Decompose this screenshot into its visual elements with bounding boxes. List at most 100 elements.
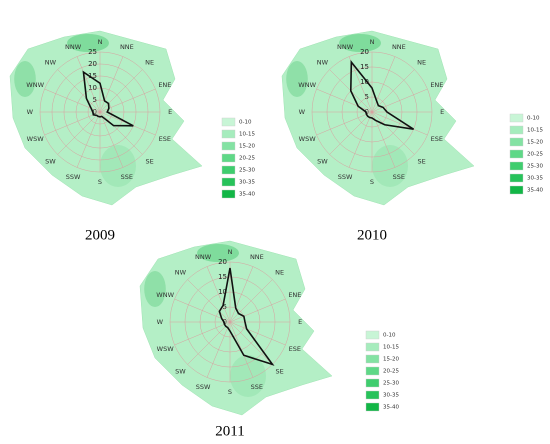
- direction-label: NW: [175, 268, 187, 276]
- r-tick-label: 10: [360, 78, 369, 86]
- legend-label: 25-30: [239, 168, 255, 174]
- spoke: [187, 321, 231, 365]
- legend-label: 10-15: [527, 128, 543, 134]
- spoke: [76, 56, 101, 113]
- radar-line: [349, 59, 415, 131]
- radar-line: [218, 267, 275, 366]
- legend-label: 30-35: [383, 393, 399, 399]
- legend-swatch: [221, 177, 236, 187]
- direction-label: SSW: [66, 173, 81, 181]
- legend-label: 25-30: [527, 164, 543, 170]
- r-tick-label: 20: [88, 60, 97, 68]
- spoke: [99, 111, 124, 168]
- legend-swatch: [221, 117, 236, 127]
- legend-swatch: [221, 165, 236, 175]
- r-tick-label: 10: [88, 84, 97, 92]
- direction-label: S: [228, 388, 232, 396]
- legend-label: 0-10: [383, 333, 396, 339]
- direction-label: E: [298, 318, 302, 326]
- legend-swatch: [365, 354, 380, 364]
- spoke: [348, 111, 373, 168]
- direction-label: SE: [146, 158, 154, 166]
- radar-panel: 05101520NNNENEENEEESESESSESSSWSWWSWWWNWN…: [139, 240, 399, 439]
- legend-label: 0-10: [527, 116, 540, 122]
- direction-label: W: [27, 108, 34, 116]
- direction-label: NNE: [392, 43, 406, 51]
- r-tick-label: 20: [360, 48, 369, 56]
- direction-label: E: [440, 108, 444, 116]
- spoke: [371, 111, 415, 155]
- legend-swatch: [221, 141, 236, 151]
- direction-label: NW: [45, 58, 57, 66]
- legend-swatch: [365, 366, 380, 376]
- r-tick-label: 10: [218, 288, 227, 296]
- map-patch: [197, 244, 239, 262]
- spoke: [229, 321, 273, 365]
- direction-label: ESE: [431, 135, 443, 143]
- direction-label: N: [370, 38, 375, 46]
- legend-swatch: [221, 129, 236, 139]
- r-tick-label: 5: [365, 93, 369, 101]
- r-tick-label: 20: [218, 258, 227, 266]
- caption: 2010: [357, 227, 387, 243]
- radar-line: [82, 70, 134, 127]
- direction-label: SE: [276, 368, 284, 376]
- direction-label: E: [168, 108, 172, 116]
- legend-label: 0-10: [239, 120, 252, 126]
- direction-label: ENE: [430, 81, 443, 89]
- spoke: [229, 298, 286, 323]
- spoke: [316, 111, 373, 136]
- spoke: [229, 321, 286, 346]
- legend-swatch: [365, 330, 380, 340]
- spoke: [348, 56, 373, 113]
- spoke: [229, 266, 254, 323]
- spoke: [174, 321, 231, 346]
- spoke: [371, 111, 428, 136]
- direction-label: NNW: [195, 253, 212, 261]
- spoke: [57, 111, 101, 155]
- direction-label: WSW: [157, 345, 175, 353]
- direction-label: SW: [45, 158, 56, 166]
- direction-label: SSE: [393, 173, 405, 181]
- map-patch: [230, 355, 266, 397]
- spoke: [76, 111, 101, 168]
- direction-label: NE: [417, 58, 426, 66]
- map-patch: [100, 145, 136, 187]
- direction-label: WSW: [299, 135, 317, 143]
- direction-label: SW: [175, 368, 186, 376]
- legend-label: 15-20: [383, 357, 399, 363]
- legend-swatch: [365, 378, 380, 388]
- legend-swatch: [365, 402, 380, 412]
- radar-panel: 05101520NNNENEENEEESESESSESSSWSWWSWWWNWN…: [281, 30, 543, 243]
- direction-label: S: [370, 178, 374, 186]
- spoke: [229, 279, 273, 323]
- direction-label: W: [157, 318, 164, 326]
- direction-label: NNW: [337, 43, 354, 51]
- legend-label: 20-25: [383, 369, 399, 375]
- direction-label: NNE: [120, 43, 134, 51]
- direction-label: NE: [145, 58, 154, 66]
- legend-label: 20-25: [527, 152, 543, 158]
- direction-label: WNW: [156, 291, 174, 299]
- direction-label: NNW: [65, 43, 82, 51]
- legend-swatch: [509, 113, 524, 123]
- spoke: [44, 111, 101, 136]
- r-tick-label: 25: [88, 48, 97, 56]
- r-tick-label: 15: [88, 72, 97, 80]
- r-tick-label: 15: [360, 63, 369, 71]
- map-patch: [144, 271, 166, 307]
- direction-label: N: [98, 38, 103, 46]
- legend-label: 15-20: [239, 144, 255, 150]
- legend-swatch: [509, 161, 524, 171]
- spoke: [316, 88, 373, 113]
- direction-label: WNW: [26, 81, 44, 89]
- direction-label: ENE: [158, 81, 171, 89]
- caption: 2009: [85, 227, 115, 243]
- map-patch: [339, 34, 381, 52]
- spoke: [187, 279, 231, 323]
- legend-label: 35-40: [527, 188, 543, 194]
- legend-swatch: [509, 173, 524, 183]
- direction-label: S: [98, 178, 102, 186]
- spoke: [329, 111, 373, 155]
